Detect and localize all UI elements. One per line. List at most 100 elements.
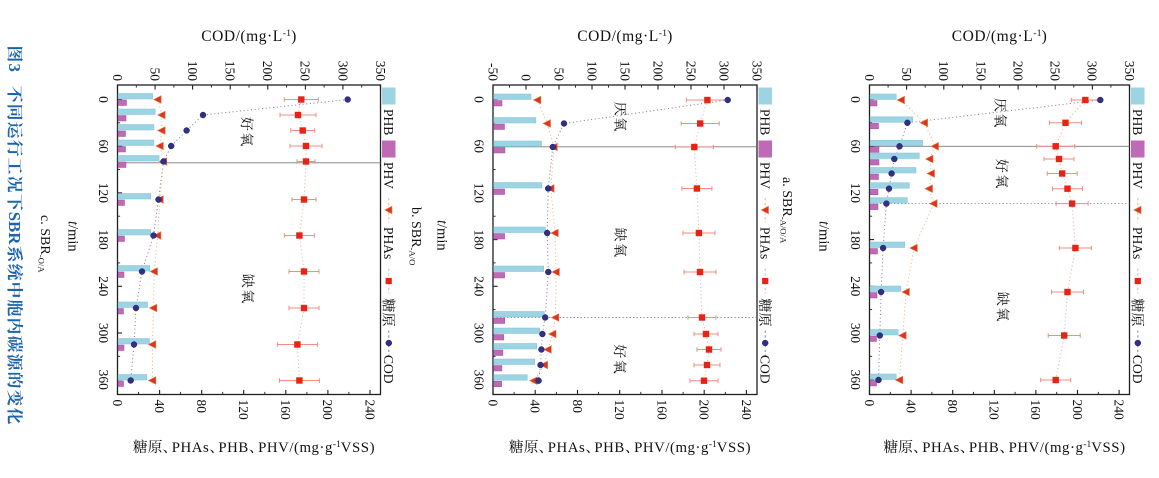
svg-text:COD/(mg·L: COD/(mg·L: [577, 28, 659, 45]
svg-text:): ): [291, 28, 297, 45]
svg-text:COD/(mg·L: COD/(mg·L: [201, 28, 283, 45]
svg-text:VSS): VSS): [341, 440, 375, 456]
svg-text:-50: -50: [485, 63, 500, 81]
svg-text:PHB: PHB: [594, 440, 624, 456]
svg-text:350: 350: [1122, 61, 1137, 82]
svg-text:50: 50: [551, 68, 566, 82]
svg-text:200: 200: [1070, 400, 1085, 421]
svg-text:-A/O: -A/O: [407, 248, 417, 266]
svg-text:150: 150: [617, 61, 632, 82]
svg-text:360: 360: [96, 370, 111, 391]
svg-text:0: 0: [848, 96, 863, 103]
svg-text:120: 120: [612, 400, 627, 421]
svg-text:t/min: t/min: [434, 220, 450, 251]
svg-text:SBR: SBR: [5, 212, 24, 246]
svg-text:240: 240: [362, 400, 377, 421]
svg-text:240: 240: [848, 276, 863, 297]
svg-text:360: 360: [471, 370, 486, 391]
svg-text:100: 100: [185, 61, 200, 82]
svg-text:c. SBR: c. SBR: [37, 215, 52, 255]
svg-text:120: 120: [236, 400, 251, 421]
svg-text:120: 120: [848, 183, 863, 204]
svg-text:300: 300: [848, 323, 863, 344]
svg-text:50: 50: [899, 68, 914, 82]
svg-text:0: 0: [862, 74, 877, 81]
svg-text:PHB: PHB: [381, 109, 396, 135]
svg-text:300: 300: [335, 61, 350, 82]
svg-text:PHV: PHV: [758, 162, 773, 189]
svg-text:100: 100: [584, 61, 599, 82]
svg-text:t/min: t/min: [816, 221, 832, 252]
svg-text:0: 0: [110, 400, 125, 407]
svg-text:PHAs: PHAs: [922, 440, 960, 456]
svg-text:a. SBR: a. SBR: [779, 177, 794, 217]
svg-text:240: 240: [471, 276, 486, 297]
svg-text:240: 240: [96, 276, 111, 297]
svg-text:180: 180: [848, 229, 863, 250]
svg-text:80: 80: [945, 400, 960, 414]
svg-text:200: 200: [697, 400, 712, 421]
svg-text:300: 300: [716, 61, 731, 82]
svg-text:160: 160: [1028, 400, 1043, 421]
svg-text:COD: COD: [381, 355, 396, 384]
svg-text:-1: -1: [659, 28, 667, 39]
svg-text:40: 40: [152, 400, 167, 414]
svg-text:120: 120: [987, 400, 1002, 421]
svg-text:COD: COD: [1130, 355, 1145, 384]
svg-text:PHAs: PHAs: [1130, 227, 1145, 259]
svg-text:200: 200: [260, 61, 275, 82]
svg-text:360: 360: [848, 370, 863, 391]
svg-text:-1: -1: [1033, 28, 1041, 39]
svg-text:PHAs: PHAs: [172, 440, 210, 456]
svg-text:t/min: t/min: [65, 221, 81, 252]
svg-text:180: 180: [96, 229, 111, 250]
svg-text:160: 160: [654, 400, 669, 421]
svg-text:0: 0: [518, 74, 533, 81]
svg-text:350: 350: [373, 61, 388, 82]
svg-text:0: 0: [471, 96, 486, 103]
svg-text:PHB: PHB: [969, 440, 999, 456]
svg-text:PHB: PHB: [758, 109, 773, 135]
svg-text:150: 150: [973, 61, 988, 82]
svg-text:300: 300: [96, 323, 111, 344]
svg-text:100: 100: [936, 61, 951, 82]
svg-text:50: 50: [147, 68, 162, 82]
svg-text:250: 250: [683, 61, 698, 82]
svg-text:120: 120: [471, 183, 486, 204]
svg-text:PHV/(mg·g: PHV/(mg·g: [258, 440, 333, 456]
svg-text:160: 160: [278, 400, 293, 421]
svg-text:80: 80: [570, 400, 585, 414]
svg-text:120: 120: [96, 183, 111, 204]
svg-text:0: 0: [862, 400, 877, 407]
svg-text:350: 350: [749, 61, 764, 82]
svg-text:60: 60: [471, 139, 486, 153]
svg-text:-1: -1: [333, 440, 341, 450]
svg-text:0: 0: [485, 400, 500, 407]
svg-text:PHAs: PHAs: [758, 227, 773, 259]
svg-text:PHV/(mg·g: PHV/(mg·g: [1009, 440, 1084, 456]
svg-text:180: 180: [471, 229, 486, 250]
svg-text:): ): [1042, 28, 1048, 45]
svg-text:40: 40: [903, 400, 918, 414]
svg-text:300: 300: [471, 323, 486, 344]
svg-text:-1: -1: [1083, 440, 1091, 450]
svg-text:60: 60: [848, 139, 863, 153]
svg-text:60: 60: [96, 139, 111, 153]
svg-text:PHAs: PHAs: [381, 227, 396, 259]
svg-text:PHB: PHB: [1130, 109, 1145, 135]
svg-text:240: 240: [1111, 400, 1126, 421]
svg-text:250: 250: [1048, 61, 1063, 82]
svg-text:VSS): VSS): [717, 440, 751, 456]
svg-text:-1: -1: [709, 440, 717, 450]
svg-text:-O/A: -O/A: [36, 255, 46, 274]
svg-text:): ): [667, 28, 673, 45]
svg-text:PHB: PHB: [218, 440, 248, 456]
svg-text:-1: -1: [283, 28, 291, 39]
svg-text:-A/O/A: -A/O/A: [778, 217, 788, 244]
svg-text:40: 40: [528, 400, 543, 414]
svg-text:PHAs: PHAs: [548, 440, 586, 456]
svg-text:PHV/(mg·g: PHV/(mg·g: [634, 440, 709, 456]
svg-text:300: 300: [1085, 61, 1100, 82]
svg-text:COD: COD: [758, 355, 773, 384]
svg-text:COD/(mg·L: COD/(mg·L: [952, 28, 1034, 45]
